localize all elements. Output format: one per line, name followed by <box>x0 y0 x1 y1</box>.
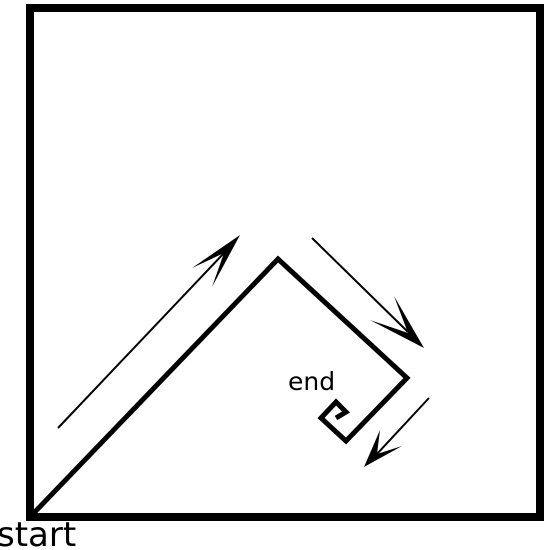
end-label: end <box>288 367 335 396</box>
direction-arrow-down-left <box>364 397 430 467</box>
start-label: start <box>0 515 76 550</box>
direction-arrow-up <box>57 235 240 429</box>
trajectory-path <box>28 255 411 519</box>
direction-arrow-down-right <box>311 237 424 348</box>
bounding-square <box>26 4 544 521</box>
